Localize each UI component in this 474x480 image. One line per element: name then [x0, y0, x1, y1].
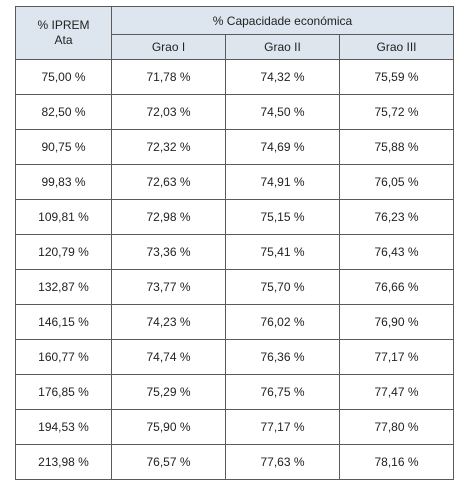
- cell-grao-1: 72,63 %: [111, 164, 226, 200]
- header-iprem: % IPREM Ata: [15, 6, 112, 60]
- table-row: 75,00 % 71,78 % 74,32 % 75,59 %: [15, 59, 454, 95]
- cell-iprem: 109,81 %: [15, 199, 112, 235]
- cell-grao-3: 76,43 %: [339, 234, 454, 270]
- cell-grao-2: 75,41 %: [225, 234, 340, 270]
- cell-grao-3: 76,05 %: [339, 164, 454, 200]
- header-capacity: % Capacidade económica: [111, 5, 454, 36]
- cell-grao-1: 73,36 %: [111, 234, 226, 270]
- cell-grao-1: 75,29 %: [111, 374, 226, 410]
- table-row: 132,87 % 73,77 % 75,70 % 76,66 %: [15, 269, 454, 305]
- cell-grao-2: 76,02 %: [225, 304, 340, 340]
- cell-iprem: 82,50 %: [15, 94, 112, 130]
- cell-grao-1: 72,03 %: [111, 94, 226, 130]
- cell-iprem: 194,53 %: [15, 409, 112, 445]
- cell-iprem: 146,15 %: [15, 304, 112, 340]
- cell-grao-3: 75,59 %: [339, 59, 454, 95]
- cell-grao-2: 76,75 %: [225, 374, 340, 410]
- header-grao-3: Grao III: [339, 34, 454, 60]
- table-row: 213,98 % 76,57 % 77,63 % 78,16 %: [15, 444, 454, 480]
- cell-grao-1: 72,32 %: [111, 129, 226, 165]
- header-iprem-line1: % IPREM: [37, 18, 90, 32]
- table-row: 146,15 % 74,23 % 76,02 % 76,90 %: [15, 304, 454, 340]
- cell-grao-3: 77,17 %: [339, 339, 454, 375]
- cell-iprem: 90,75 %: [15, 129, 112, 165]
- cell-grao-3: 76,66 %: [339, 269, 454, 305]
- header-row-graos: Grao I Grao II Grao III: [16, 34, 454, 60]
- cell-iprem: 132,87 %: [15, 269, 112, 305]
- cell-grao-3: 75,72 %: [339, 94, 454, 130]
- capacity-table: % IPREM Ata % Capacidade económica Grao …: [15, 5, 454, 480]
- table-row: 160,77 % 74,74 % 76,36 % 77,17 %: [15, 339, 454, 375]
- cell-iprem: 213,98 %: [15, 444, 112, 480]
- cell-grao-3: 76,23 %: [339, 199, 454, 235]
- cell-iprem: 160,77 %: [15, 339, 112, 375]
- table-row: 90,75 % 72,32 % 74,69 % 75,88 %: [15, 129, 454, 165]
- table-row: 109,81 % 72,98 % 75,15 % 76,23 %: [15, 199, 454, 235]
- cell-grao-1: 74,23 %: [111, 304, 226, 340]
- cell-grao-1: 72,98 %: [111, 199, 226, 235]
- cell-iprem: 99,83 %: [15, 164, 112, 200]
- header-row-top: % IPREM Ata % Capacidade económica: [15, 5, 454, 60]
- cell-iprem: 75,00 %: [15, 59, 112, 95]
- cell-iprem: 120,79 %: [15, 234, 112, 270]
- cell-grao-2: 75,70 %: [225, 269, 340, 305]
- cell-grao-3: 76,90 %: [339, 304, 454, 340]
- cell-grao-2: 77,63 %: [225, 444, 340, 480]
- cell-grao-2: 74,50 %: [225, 94, 340, 130]
- cell-grao-1: 75,90 %: [111, 409, 226, 445]
- cell-grao-2: 76,36 %: [225, 339, 340, 375]
- table-body: 75,00 % 71,78 % 74,32 % 75,59 % 82,50 % 72,03…: [15, 59, 454, 480]
- table-row: 82,50 % 72,03 % 74,50 % 75,72 %: [15, 94, 454, 130]
- cell-grao-1: 74,74 %: [111, 339, 226, 375]
- header-grao-1: Grao I: [111, 34, 226, 60]
- table-row: 99,83 % 72,63 % 74,91 % 76,05 %: [15, 164, 454, 200]
- cell-grao-3: 78,16 %: [339, 444, 454, 480]
- cell-iprem: 176,85 %: [15, 374, 112, 410]
- cell-grao-2: 74,32 %: [225, 59, 340, 95]
- cell-grao-1: 71,78 %: [111, 59, 226, 95]
- cell-grao-2: 74,69 %: [225, 129, 340, 165]
- cell-grao-2: 74,91 %: [225, 164, 340, 200]
- cell-grao-3: 77,47 %: [339, 374, 454, 410]
- cell-grao-3: 75,88 %: [339, 129, 454, 165]
- header-grao-2: Grao II: [225, 34, 340, 60]
- cell-grao-1: 73,77 %: [111, 269, 226, 305]
- table-row: 194,53 % 75,90 % 77,17 % 77,80 %: [15, 409, 454, 445]
- table-row: 120,79 % 73,36 % 75,41 % 76,43 %: [15, 234, 454, 270]
- table-row: 176,85 % 75,29 % 76,75 % 77,47 %: [15, 374, 454, 410]
- cell-grao-1: 76,57 %: [111, 444, 226, 480]
- cell-grao-2: 75,15 %: [225, 199, 340, 235]
- header-iprem-line2: Ata: [54, 33, 73, 47]
- cell-grao-3: 77,80 %: [339, 409, 454, 445]
- capacity-table-container: % IPREM Ata % Capacidade económica Grao …: [15, 5, 454, 480]
- cell-grao-2: 77,17 %: [225, 409, 340, 445]
